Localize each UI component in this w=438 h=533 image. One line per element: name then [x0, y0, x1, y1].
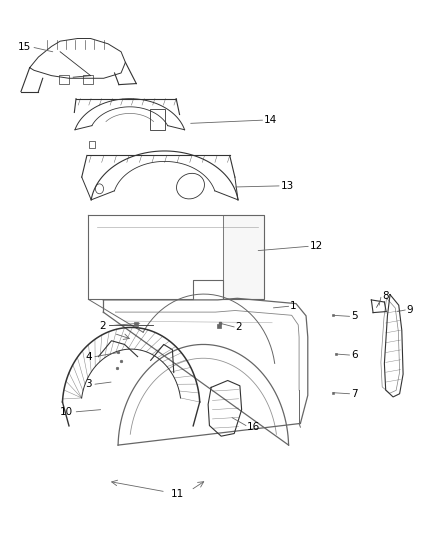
Bar — [59, 75, 69, 84]
Text: 12: 12 — [310, 241, 323, 252]
Bar — [150, 109, 166, 130]
Text: 10: 10 — [60, 407, 73, 417]
Text: 4: 4 — [85, 352, 92, 361]
Text: 1: 1 — [290, 301, 297, 311]
Text: 6: 6 — [351, 350, 357, 360]
Bar — [83, 75, 93, 84]
Text: 16: 16 — [247, 422, 261, 432]
Text: 11: 11 — [171, 489, 184, 499]
Text: 8: 8 — [382, 290, 389, 301]
Text: 2: 2 — [236, 322, 242, 332]
Bar — [89, 141, 95, 148]
Text: 7: 7 — [351, 389, 357, 399]
Text: 14: 14 — [264, 115, 277, 125]
Text: 2: 2 — [99, 321, 106, 331]
Text: 15: 15 — [18, 42, 31, 52]
Text: 13: 13 — [280, 181, 293, 191]
Text: 9: 9 — [406, 305, 413, 315]
Text: 3: 3 — [85, 379, 92, 389]
Text: 5: 5 — [351, 311, 357, 321]
